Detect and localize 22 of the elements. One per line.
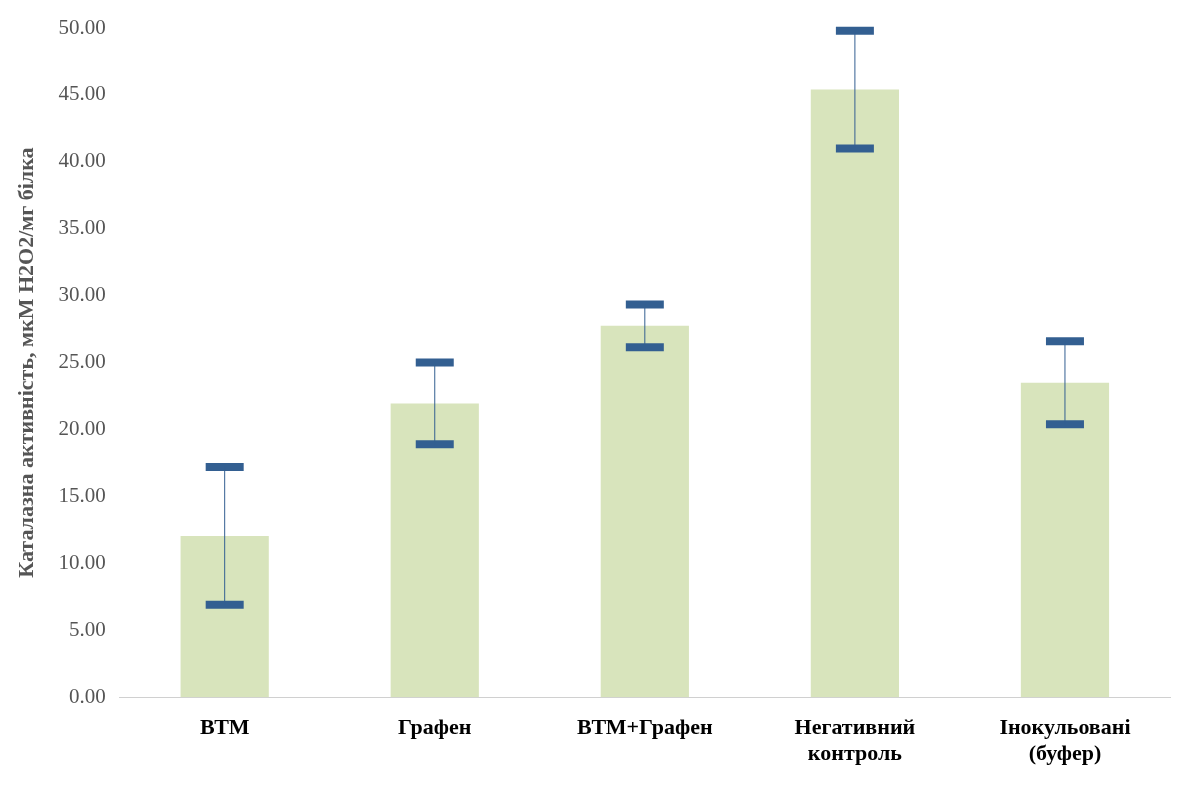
y-tick-label: 35.00 bbox=[58, 215, 106, 240]
x-tick-label: ВТМ bbox=[199, 714, 250, 740]
y-tick-label: 10.00 bbox=[58, 549, 106, 574]
bar bbox=[390, 403, 479, 698]
bar bbox=[180, 535, 269, 698]
y-tick-label: 20.00 bbox=[58, 416, 106, 441]
bar bbox=[1020, 382, 1110, 698]
bar bbox=[600, 325, 689, 698]
bar bbox=[810, 89, 900, 698]
y-tick-label: 0.00 bbox=[68, 683, 106, 708]
y-tick-label: 30.00 bbox=[58, 282, 106, 307]
y-tick-label: 40.00 bbox=[58, 148, 106, 173]
x-tick-label: Негативний контроль bbox=[794, 714, 916, 766]
y-axis-title: Каталазна активність, мкМ Н2О2/мг білка bbox=[12, 147, 38, 578]
x-tick-label: Інокульовані (буфер) bbox=[999, 714, 1131, 766]
x-tick-label: ВТМ+Графен bbox=[577, 714, 713, 740]
y-tick-label: 50.00 bbox=[58, 14, 106, 39]
y-tick-label: 25.00 bbox=[58, 349, 106, 374]
y-tick-label: 5.00 bbox=[68, 616, 106, 641]
x-tick-label: Графен bbox=[398, 714, 472, 740]
y-tick-label: 15.00 bbox=[58, 482, 106, 507]
y-tick-label: 45.00 bbox=[58, 81, 106, 106]
